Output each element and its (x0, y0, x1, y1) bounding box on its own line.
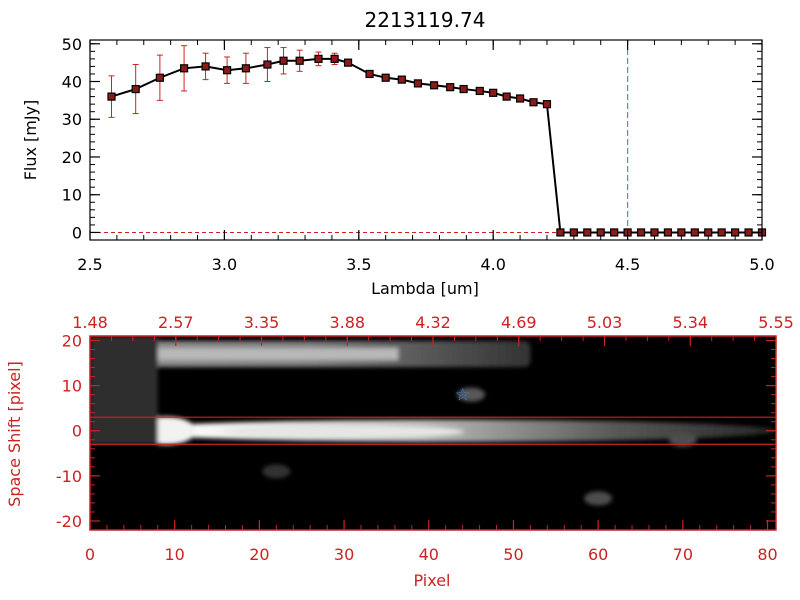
y-tick-label: 30 (62, 110, 82, 129)
y-tick-label: 20 (62, 148, 82, 167)
wavelength-top-ticks: 1.48 2.57 3.35 3.88 4.32 4.69 5.03 5.34 5.55 (72, 313, 794, 346)
data-point (489, 88, 498, 97)
data-point (413, 79, 423, 88)
x-tick-label: 2.5 (77, 255, 102, 274)
x-tick-label: 3.0 (212, 255, 237, 274)
data-point (365, 69, 374, 79)
space-shift-axis-ticks: -20 -10 0 10 20 (56, 332, 776, 531)
data-point (330, 54, 339, 63)
data-point (529, 98, 538, 107)
data-point (556, 228, 565, 237)
data-point (241, 64, 251, 73)
data-point (475, 86, 484, 96)
pixel-tick-label: 50 (503, 545, 523, 564)
pixel-axis-label: Pixel (413, 571, 450, 590)
wavelength-tick-label: 4.69 (501, 313, 537, 332)
data-point (542, 100, 552, 109)
star-marker-icon: ☆ (455, 385, 471, 406)
data-point (744, 228, 753, 237)
pixel-tick-label: 10 (165, 545, 185, 564)
x-axis-ticks: 2.5 3.0 3.5 4.0 4.5 5.0 (77, 40, 775, 274)
y-tick-label: 40 (62, 73, 82, 92)
blob-right (668, 432, 697, 447)
y-tick-label: 50 (62, 35, 82, 54)
data-point (569, 228, 578, 237)
data-point (502, 92, 511, 101)
data-point (583, 228, 592, 237)
chart-title: 2213119.74 (365, 8, 486, 32)
wavelength-tick-label: 5.34 (672, 313, 708, 332)
data-point (314, 54, 323, 63)
y-axis-label: Flux [mJy] (21, 100, 40, 181)
data-point (179, 64, 189, 73)
trace-upper-core (90, 348, 399, 361)
data-point (263, 60, 272, 69)
x-axis-label: Lambda [um] (371, 279, 479, 298)
data-point (381, 73, 390, 82)
space-shift-tick-label: 0 (72, 422, 82, 441)
data-point (107, 92, 116, 101)
space-shift-tick-label: -20 (56, 512, 82, 531)
data-point (131, 84, 140, 94)
blob-star (457, 387, 486, 402)
blob-lower (584, 491, 613, 506)
space-shift-tick-label: 20 (62, 332, 82, 351)
blob-small (262, 464, 291, 479)
data-point (515, 94, 525, 103)
data-point (677, 228, 686, 237)
data-point (279, 56, 288, 65)
data-point (295, 56, 304, 65)
data-point (155, 73, 164, 82)
pixel-tick-label: 40 (419, 545, 439, 564)
data-point (731, 228, 740, 237)
x-tick-label: 4.0 (480, 255, 505, 274)
pixel-tick-label: 80 (757, 545, 777, 564)
pixel-tick-label: 70 (673, 545, 693, 564)
space-shift-tick-label: 10 (62, 377, 82, 396)
trace-center (224, 425, 465, 438)
data-point (704, 228, 713, 237)
wavelength-tick-label: 1.48 (72, 313, 108, 332)
data-point (459, 84, 468, 94)
pixel-tick-label: 30 (334, 545, 354, 564)
spectrum-plot-frame (89, 39, 763, 241)
y-tick-label: 10 (62, 186, 82, 205)
wavelength-tick-label: 3.88 (329, 313, 365, 332)
wavelength-tick-label: 5.03 (587, 313, 623, 332)
y-axis-ticks: 0 10 20 30 40 50 (62, 35, 762, 242)
data-point (429, 81, 439, 90)
data-point (650, 228, 659, 237)
left-haze (90, 336, 158, 445)
space-shift-tick-label: -10 (56, 467, 82, 486)
data-point (596, 228, 605, 237)
x-tick-label: 3.5 (346, 255, 371, 274)
wavelength-tick-label: 4.32 (415, 313, 451, 332)
wavelength-tick-label: 5.55 (758, 313, 794, 332)
space-shift-axis-label: Space Shift [pixel] (5, 361, 24, 507)
data-point (446, 83, 455, 92)
pixel-tick-label: 0 (85, 545, 95, 564)
pixel-tick-label: 60 (588, 545, 608, 564)
pixel-tick-label: 20 (249, 545, 269, 564)
data-point (717, 228, 726, 237)
data-point (663, 228, 673, 237)
data-point (690, 228, 699, 237)
data-point (397, 75, 406, 84)
image-features (90, 336, 776, 506)
x-tick-label: 4.5 (615, 255, 640, 274)
spectral-image-panel: ☆ 0 10 20 30 40 50 60 70 80 -20 -10 0 10 20 1.48 2.57… (5, 313, 794, 590)
data-point (636, 228, 646, 237)
x-tick-label: 5.0 (749, 255, 774, 274)
data-point (343, 58, 353, 67)
data-point (610, 228, 619, 237)
pixel-axis-ticks: 0 10 20 30 40 50 60 70 80 (85, 520, 778, 564)
data-point (201, 62, 210, 71)
wavelength-tick-label: 3.35 (244, 313, 280, 332)
spectrum-panel: 2213119.74 2.5 3.0 3.5 4.0 4.5 5.0 0 10 20 30 40 5… (21, 8, 775, 298)
y-tick-label: 0 (72, 223, 82, 242)
data-point (222, 66, 232, 75)
wavelength-tick-label: 2.57 (158, 313, 194, 332)
